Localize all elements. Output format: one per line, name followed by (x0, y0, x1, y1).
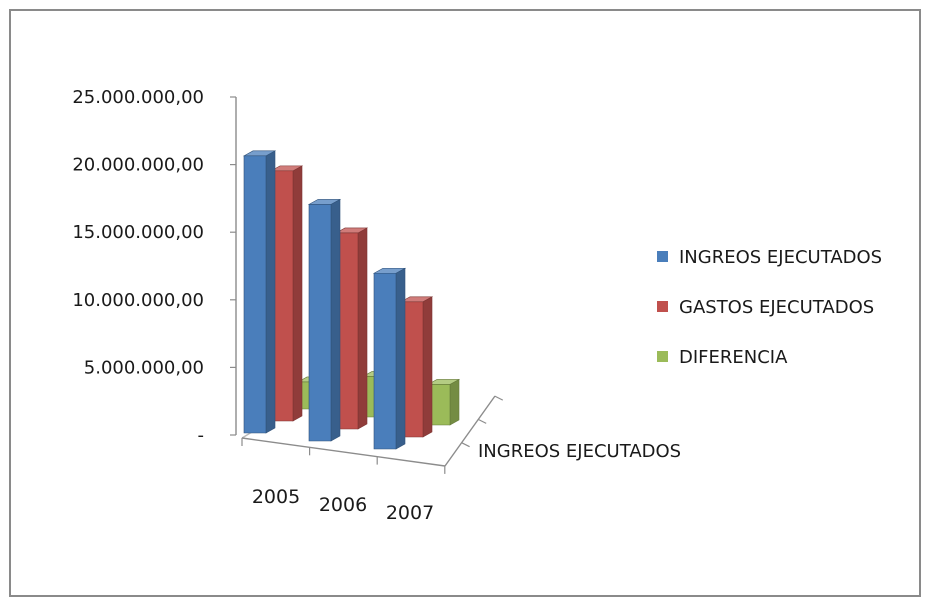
bar-1-2007 (372, 267, 407, 450)
depth-axis-line (444, 395, 496, 467)
x-tick-label: 2007 (386, 502, 434, 524)
bar-3-2007 (426, 378, 461, 426)
y-tick-label: 10.000.000,00 (72, 290, 204, 311)
bar-2-2005 (269, 165, 304, 422)
y-tick-label: 25.000.000,00 (72, 87, 204, 108)
x-tick-label: 2006 (319, 494, 367, 516)
x-axis-line (241, 437, 446, 467)
legend-label-1: INGREOS EJECUTADOS (679, 247, 882, 268)
depth-tick-mark (461, 442, 470, 448)
chart-frame (9, 9, 921, 597)
bar-2-2006 (334, 227, 369, 430)
legend-label-3: DIFERENCIA (679, 347, 788, 368)
bar-1-2005 (242, 150, 277, 434)
bar-1-2006 (307, 198, 342, 442)
legend-swatch-3 (657, 351, 668, 362)
depth-tick-mark (477, 418, 487, 424)
y-tick-label: - (198, 425, 205, 446)
y-tick-label: 20.000.000,00 (72, 155, 204, 176)
y-tick-label: 5.000.000,00 (84, 357, 204, 378)
legend-swatch-1 (657, 251, 668, 262)
depth-tick-mark (494, 395, 504, 401)
legend-label-2: GASTOS EJECUTADOS (679, 297, 874, 318)
x-tick-label: 2005 (252, 486, 300, 508)
legend-swatch-2 (657, 301, 668, 312)
bar-2-2007 (399, 296, 434, 438)
y-tick-label: 15.000.000,00 (72, 222, 204, 243)
depth-axis-label: INGREOS EJECUTADOS (478, 441, 681, 462)
